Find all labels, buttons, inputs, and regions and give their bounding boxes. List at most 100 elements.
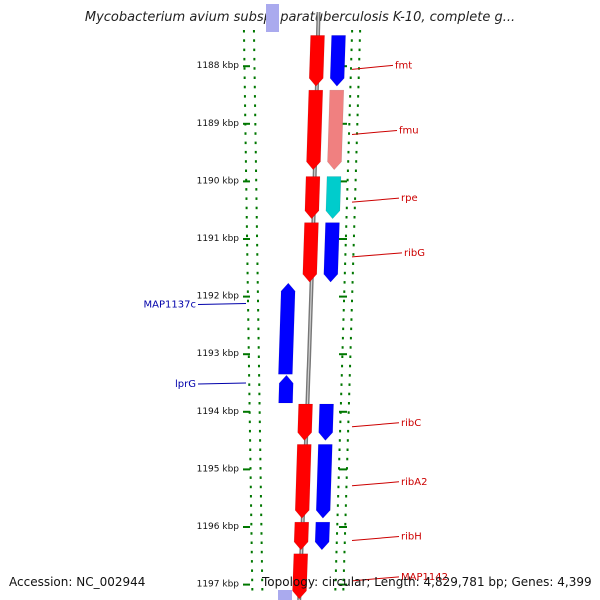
gene-label-ribG[interactable]: ribG bbox=[404, 248, 425, 259]
feature-MAP1142-16[interactable] bbox=[292, 553, 309, 600]
feature-rpe-5[interactable] bbox=[325, 176, 342, 220]
feature-ribC-11[interactable] bbox=[318, 403, 334, 441]
guide-dot bbox=[257, 309, 260, 312]
axis-tick-label: 1195 kbp bbox=[197, 464, 240, 474]
guide-dot bbox=[354, 169, 357, 172]
guide-dot bbox=[253, 48, 256, 52]
feature-ribH-15[interactable] bbox=[314, 521, 331, 551]
guide-dot bbox=[343, 281, 346, 284]
guide-dot bbox=[246, 234, 249, 238]
guide-dot bbox=[253, 67, 256, 70]
feature-ribA2-13[interactable] bbox=[315, 444, 333, 519]
guide-dot bbox=[337, 485, 340, 489]
gene-label-MAP1137c[interactable]: MAP1137c bbox=[144, 300, 196, 311]
guide-dot bbox=[242, 30, 245, 33]
guide-dot bbox=[258, 411, 261, 414]
gene-label-MAP1142[interactable]: MAP1142 bbox=[401, 572, 448, 583]
guide-dot bbox=[344, 513, 347, 517]
feature-MAP1137c-8[interactable] bbox=[278, 282, 296, 375]
guide-dot bbox=[347, 160, 350, 163]
guide-dot bbox=[334, 588, 337, 591]
map-title: Mycobacterium avium subsp. paratuberculo… bbox=[84, 10, 516, 25]
guide-dot bbox=[343, 290, 346, 293]
guide-dot bbox=[259, 439, 262, 442]
guide-dot bbox=[347, 411, 350, 414]
feature-fmt-1[interactable] bbox=[329, 35, 346, 87]
gene-label-ribH[interactable]: ribH bbox=[401, 532, 422, 543]
guide-dot bbox=[350, 327, 353, 331]
feature-lprG-9[interactable] bbox=[278, 374, 294, 404]
feature-ribC-10[interactable] bbox=[297, 403, 313, 441]
feature-top-reverse[interactable] bbox=[266, 4, 279, 32]
gene-label-lprG[interactable]: lprG bbox=[175, 379, 196, 390]
guide-dot bbox=[246, 243, 249, 247]
guide-dot bbox=[256, 290, 259, 293]
guide-dot bbox=[260, 513, 263, 517]
guide-dot bbox=[254, 123, 257, 126]
guide-dot bbox=[254, 141, 257, 145]
feature-fmu-3[interactable] bbox=[327, 89, 345, 171]
guide-dot bbox=[352, 253, 355, 256]
feature-rpe-4[interactable] bbox=[304, 176, 321, 220]
feature-ribG-6[interactable] bbox=[302, 222, 319, 283]
guide-dot bbox=[251, 578, 254, 582]
axis-tick-label: 1196 kbp bbox=[197, 522, 240, 532]
guide-dot bbox=[256, 253, 259, 256]
feature-bottom-reverse[interactable] bbox=[278, 590, 292, 600]
gene-features[interactable] bbox=[266, 4, 346, 600]
guide-dot bbox=[340, 383, 343, 386]
guide-dot bbox=[249, 495, 252, 498]
guide-dot bbox=[349, 355, 352, 358]
gene-label-fmt[interactable]: fmt bbox=[395, 60, 412, 71]
guide-dot bbox=[247, 318, 250, 321]
guide-dot bbox=[243, 85, 246, 89]
gene-label-ribC[interactable]: ribC bbox=[401, 418, 421, 429]
guide-dot bbox=[351, 281, 354, 284]
guide-dot bbox=[348, 383, 351, 386]
feature-fmt-0[interactable] bbox=[308, 35, 325, 87]
accession-label: Accession: bbox=[9, 575, 73, 589]
guide-dot bbox=[247, 336, 250, 340]
guide-dot bbox=[357, 76, 360, 79]
gene-label-rpe[interactable]: rpe bbox=[401, 193, 418, 204]
guide-dot bbox=[348, 392, 351, 396]
gene-label-ribA2[interactable]: ribA2 bbox=[401, 477, 427, 488]
guide-dot bbox=[341, 364, 344, 368]
axis-tick-label: 1193 kbp bbox=[197, 349, 240, 359]
guide-dot bbox=[248, 402, 251, 405]
feature-ribH-14[interactable] bbox=[293, 521, 310, 551]
gene-label-fmu[interactable]: fmu bbox=[399, 125, 419, 136]
guide-dot bbox=[343, 541, 346, 544]
feature-ribG-7[interactable] bbox=[323, 222, 340, 283]
guide-dot bbox=[259, 485, 262, 489]
guide-dot bbox=[335, 541, 338, 544]
guide-dot bbox=[246, 253, 249, 256]
guide-dot bbox=[257, 318, 260, 321]
guide-dot bbox=[340, 374, 343, 377]
guide-dot bbox=[253, 57, 256, 61]
guide-dot bbox=[336, 504, 339, 507]
guide-dot bbox=[243, 76, 246, 79]
guide-dot bbox=[255, 169, 258, 172]
guide-dot bbox=[246, 281, 249, 284]
feature-ribA2-12[interactable] bbox=[294, 444, 312, 519]
guide-dot bbox=[346, 448, 349, 451]
guide-dot bbox=[245, 169, 248, 172]
guide-dot bbox=[346, 169, 349, 172]
label-leader bbox=[351, 536, 400, 542]
guide-dot bbox=[356, 113, 359, 117]
guide-dot bbox=[250, 550, 253, 554]
guide-dot bbox=[346, 178, 349, 182]
guide-dot bbox=[244, 104, 247, 107]
guide-dot bbox=[255, 197, 258, 200]
guide-dot bbox=[344, 262, 347, 265]
guide-dot bbox=[256, 299, 259, 303]
feature-fmu-2[interactable] bbox=[306, 89, 324, 171]
guide-dot bbox=[244, 150, 247, 154]
guide-dot bbox=[342, 309, 345, 312]
guide-dot bbox=[357, 95, 360, 98]
gene-labels[interactable]: fmt fmu rpe ribG MAP1137c lprG ribC ribA2 ribH MA… bbox=[144, 60, 448, 583]
guide-dot bbox=[256, 262, 259, 265]
guide-dot bbox=[353, 206, 356, 210]
